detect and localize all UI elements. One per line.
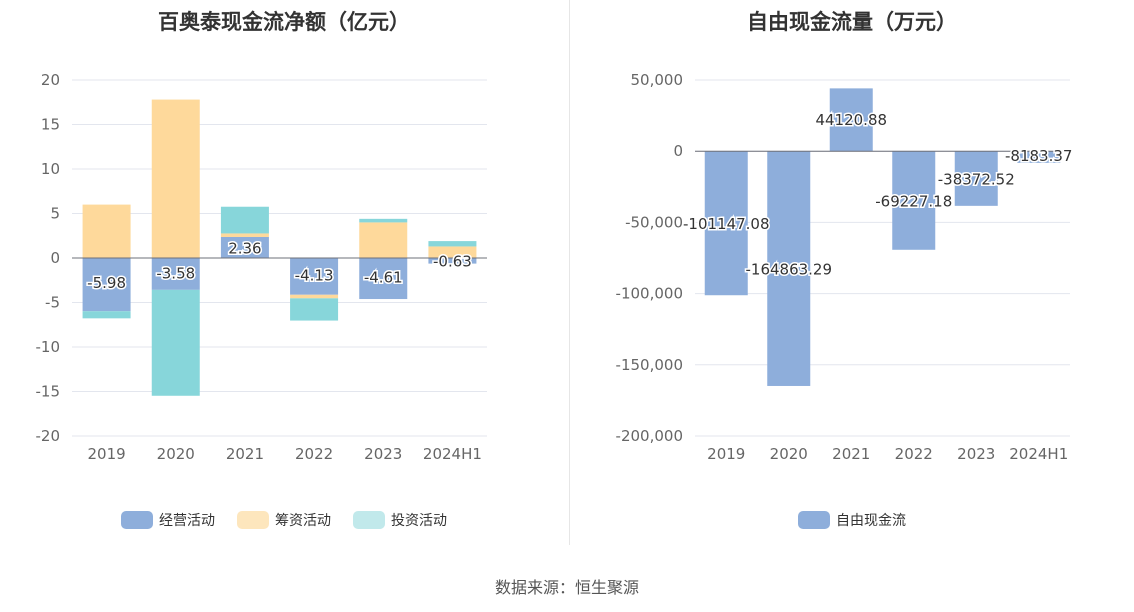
free-cash-flow-chart-title: 自由现金流量（万元）: [747, 10, 957, 34]
data-label: -101147.08: [683, 215, 770, 233]
data-source-footer: 数据来源：恒生聚源: [494, 578, 639, 597]
y-tick-label: -200,000: [616, 427, 683, 445]
legend-label-operating: 经营活动: [159, 513, 215, 529]
y-tick-label: -20: [36, 427, 61, 445]
data-label: -4.61: [364, 268, 403, 286]
legend-swatch-fcf: [798, 511, 830, 529]
x-tick-label: 2024H1: [423, 445, 482, 463]
y-tick-label: -15: [36, 383, 61, 401]
cash-flow-chart-panel: 百奥泰现金流净额（亿元） 20 15 10 5 0 -5 -10 -15 -20 2019 2020…: [0, 0, 568, 560]
bar-segment: [151, 258, 200, 290]
bar: [892, 151, 936, 250]
bar-segment: [151, 289, 200, 396]
legend-swatch-operating: [121, 511, 153, 529]
bar-segment: [428, 258, 477, 264]
legend-label-investing: 投资活动: [391, 513, 447, 529]
y-tick-label: 10: [41, 160, 60, 178]
x-tick-label: 2019: [87, 445, 125, 463]
bar-segment: [359, 222, 408, 258]
y-tick-label: -50,000: [625, 213, 683, 231]
free-cash-flow-chart-panel: 自由现金流量（万元） 50,000 0 -50,000 -100,000 -150,00…: [570, 0, 1134, 560]
data-label: 44120.88: [815, 111, 887, 129]
legend-item-operating[interactable]: 经营活动: [121, 510, 215, 530]
bar-segment: [359, 258, 408, 300]
x-tick-label: 2020: [157, 445, 195, 463]
bar-segment: [82, 204, 131, 258]
data-label: -69227.18: [875, 192, 952, 210]
x-tick-label: 2021: [226, 445, 264, 463]
legend-item-financing[interactable]: 筹资活动: [237, 510, 331, 530]
x-tick-label: 2022: [895, 445, 933, 463]
bar: [1017, 151, 1061, 163]
legend-item-fcf[interactable]: 自由现金流: [798, 510, 906, 530]
bar-segment: [428, 241, 477, 247]
bar-segment: [290, 258, 339, 295]
x-tick-label: 2020: [770, 445, 808, 463]
data-label: -3.58: [156, 264, 195, 282]
y-tick-label: -150,000: [616, 356, 683, 374]
y-tick-label: 0: [673, 142, 683, 160]
y-tick-label: 15: [41, 116, 60, 134]
bar-segment: [82, 311, 131, 319]
y-tick-label: -5: [45, 294, 60, 312]
data-label: 2.36: [228, 239, 261, 257]
bar-segment: [220, 236, 269, 258]
x-tick-label: 2023: [957, 445, 995, 463]
legend-swatch-financing: [237, 511, 269, 529]
bar: [954, 151, 998, 206]
cash-flow-chart: 20 15 10 5 0 -5 -10 -15 -20 2019 2020 2021 2022 2023 2…: [36, 71, 487, 463]
bar-segment: [290, 294, 339, 299]
y-tick-label: 20: [41, 71, 60, 89]
bar-segment: [428, 246, 477, 258]
legend-label-financing: 筹资活动: [275, 513, 331, 529]
panel-divider: [569, 0, 570, 545]
legend-item-investing[interactable]: 投资活动: [353, 510, 447, 530]
bar: [829, 88, 873, 152]
bar-segment: [82, 258, 131, 312]
bar: [767, 151, 811, 386]
data-label: -8183.37: [1005, 147, 1072, 165]
free-cash-flow-legend: 自由现金流: [570, 510, 1134, 530]
data-label: -38372.52: [938, 171, 1015, 189]
free-cash-flow-chart: 50,000 0 -50,000 -100,000 -150,000 -200,000 20…: [616, 71, 1074, 463]
data-label: -4.13: [295, 267, 334, 285]
data-label: -164863.29: [745, 261, 832, 279]
bar-segment: [290, 298, 339, 321]
x-tick-label: 2019: [707, 445, 745, 463]
data-label: -0.63: [433, 253, 472, 271]
data-label: -5.98: [87, 274, 126, 292]
bar-segment: [220, 206, 269, 234]
bar-segment: [359, 218, 408, 223]
y-tick-label: 5: [50, 205, 60, 223]
y-tick-label: -10: [36, 338, 61, 356]
x-tick-label: 2021: [832, 445, 870, 463]
cash-flow-legend: 经营活动 筹资活动 投资活动: [0, 510, 568, 530]
y-tick-label: 0: [50, 249, 60, 267]
bar-segment: [151, 99, 200, 258]
bar: [704, 151, 748, 296]
y-tick-label: 50,000: [631, 71, 684, 89]
legend-swatch-investing: [353, 511, 385, 529]
y-tick-label: -100,000: [616, 285, 683, 303]
x-tick-label: 2024H1: [1009, 445, 1068, 463]
x-tick-label: 2022: [295, 445, 333, 463]
bar-segment: [220, 233, 269, 237]
legend-label-fcf: 自由现金流: [836, 513, 906, 529]
x-tick-label: 2023: [364, 445, 402, 463]
cash-flow-chart-title: 百奥泰现金流净额（亿元）: [158, 10, 410, 34]
